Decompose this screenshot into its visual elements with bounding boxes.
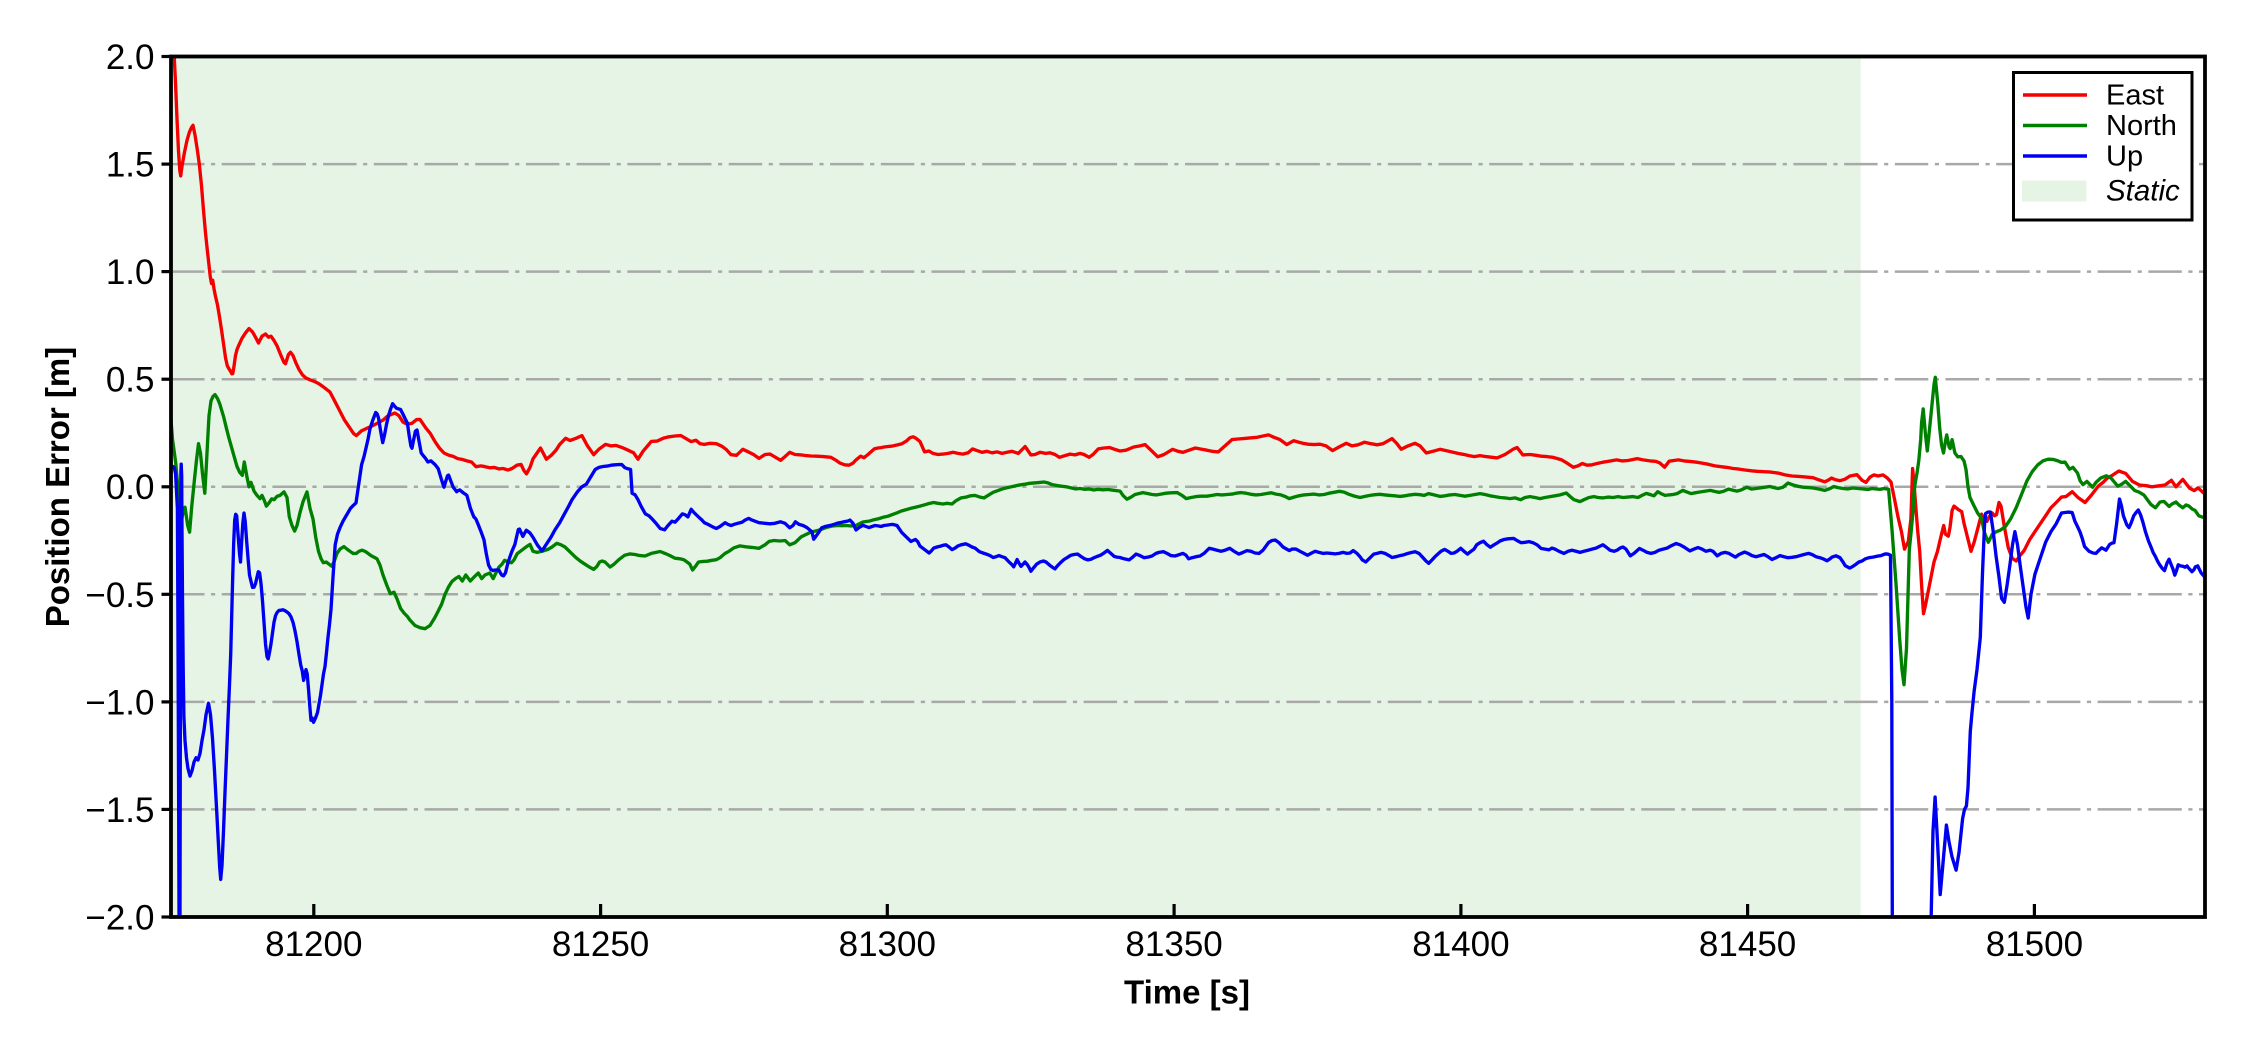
svg-text:81350: 81350: [1125, 925, 1222, 964]
svg-text:−2.0: −2.0: [85, 899, 154, 938]
svg-text:East: East: [2106, 80, 2164, 112]
svg-text:2.0: 2.0: [106, 38, 155, 77]
svg-text:−1.0: −1.0: [85, 683, 154, 722]
svg-text:81450: 81450: [1699, 925, 1796, 964]
svg-text:1.5: 1.5: [106, 146, 155, 185]
svg-text:Position Error [m]: Position Error [m]: [39, 347, 76, 628]
svg-text:81300: 81300: [839, 925, 936, 964]
svg-text:0.5: 0.5: [106, 361, 155, 400]
svg-text:Time [s]: Time [s]: [1124, 974, 1250, 1011]
svg-text:Up: Up: [2106, 141, 2143, 173]
svg-text:−0.5: −0.5: [85, 576, 154, 615]
svg-text:81250: 81250: [552, 925, 649, 964]
svg-text:−1.5: −1.5: [85, 791, 154, 830]
svg-text:81400: 81400: [1412, 925, 1509, 964]
svg-text:0.0: 0.0: [106, 468, 155, 507]
svg-text:1.0: 1.0: [106, 253, 155, 292]
svg-text:Static: Static: [2106, 175, 2180, 208]
svg-text:81500: 81500: [1986, 925, 2083, 964]
svg-text:81200: 81200: [265, 925, 362, 964]
svg-text:North: North: [2106, 110, 2177, 142]
